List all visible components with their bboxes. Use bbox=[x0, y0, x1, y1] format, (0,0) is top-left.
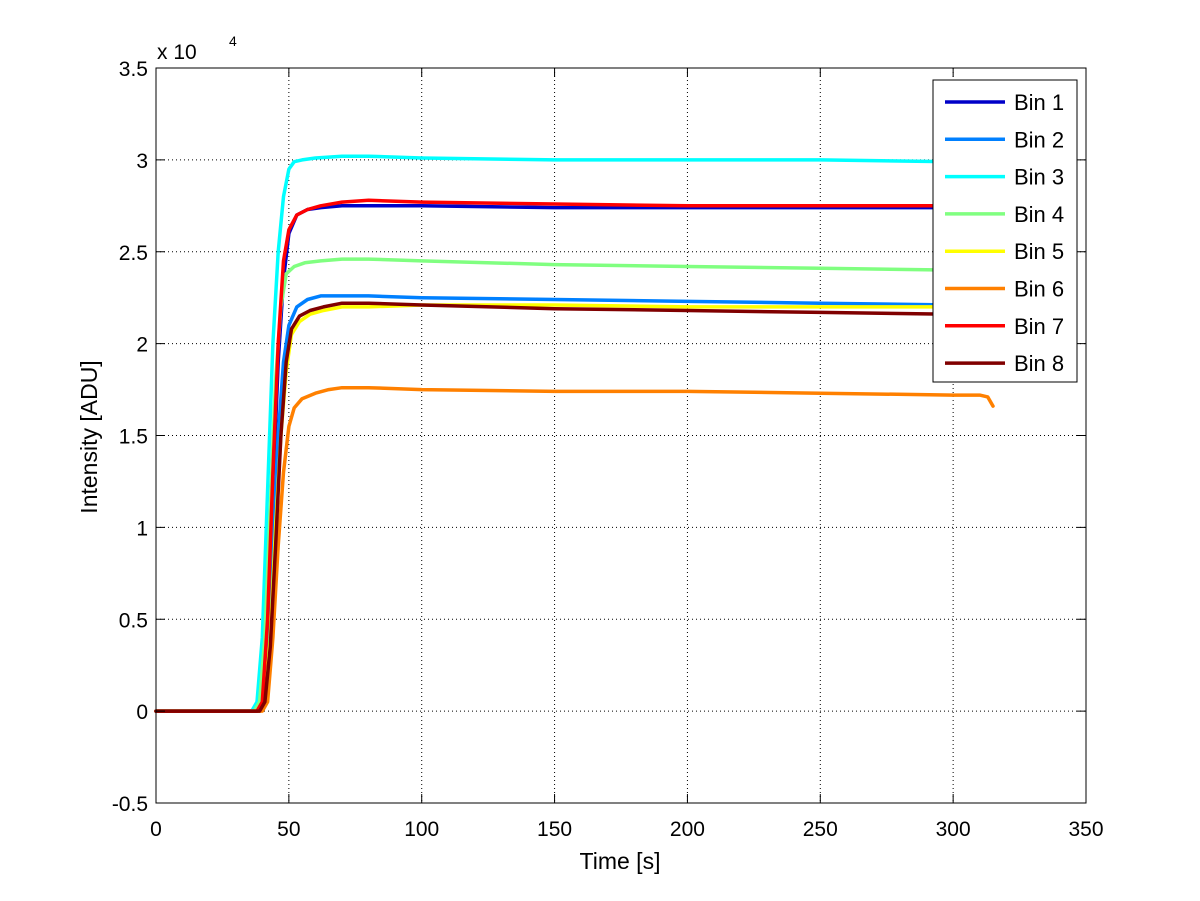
y-tick-label: 2 bbox=[136, 334, 148, 357]
series-layer bbox=[154, 154, 995, 713]
x-tick-label: 0 bbox=[150, 818, 162, 841]
x-tick-label: 300 bbox=[936, 818, 971, 841]
y-tick-label: 1 bbox=[136, 517, 148, 540]
x-tick-label: 150 bbox=[537, 818, 572, 841]
y-tick-labels: -0.5 0 0.5 1 1.5 2 2.5 3 3.5 bbox=[112, 58, 148, 816]
y-tick-label: 0.5 bbox=[119, 609, 148, 632]
axis-ticks bbox=[155, 67, 1087, 804]
x-tick-label: 100 bbox=[404, 818, 439, 841]
legend-label-bin-4: Bin 4 bbox=[1014, 202, 1064, 227]
y-exponent-power: 4 bbox=[229, 33, 237, 49]
y-tick-label: -0.5 bbox=[112, 793, 148, 816]
legend-label-bin-1: Bin 1 bbox=[1014, 90, 1064, 115]
x-tick-label: 250 bbox=[803, 818, 838, 841]
legend-label-bin-5: Bin 5 bbox=[1014, 239, 1064, 264]
series-line-bin-7 bbox=[154, 198, 995, 713]
y-axis-title: Intensity [ADU] bbox=[76, 360, 102, 513]
series-line-bin-8 bbox=[154, 301, 995, 713]
legend: Bin 1 Bin 2 Bin 3 Bin 4 Bin 5 Bin 6 Bin 7 Bin 8 bbox=[932, 79, 1078, 383]
legend-label-bin-2: Bin 2 bbox=[1014, 127, 1064, 152]
y-tick-label: 0 bbox=[136, 701, 148, 724]
y-tick-label: 3.5 bbox=[119, 58, 148, 81]
legend-label-bin-7: Bin 7 bbox=[1014, 314, 1064, 339]
series-line-bin-3 bbox=[154, 154, 995, 713]
x-tick-label: 350 bbox=[1068, 818, 1103, 841]
x-tick-label: 50 bbox=[277, 818, 300, 841]
legend-box bbox=[932, 79, 1078, 383]
x-tick-labels: 0 50 100 150 200 250 300 350 bbox=[150, 818, 1103, 841]
legend-label-bin-8: Bin 8 bbox=[1014, 351, 1064, 376]
series-line-bin-6 bbox=[154, 385, 995, 713]
legend-label-bin-6: Bin 6 bbox=[1014, 277, 1064, 302]
x-tick-label: 200 bbox=[670, 818, 705, 841]
y-tick-label: 2.5 bbox=[119, 242, 148, 265]
y-exponent-base: x 10 bbox=[157, 41, 197, 64]
y-tick-label: 1.5 bbox=[119, 426, 148, 449]
x-axis-title: Time [s] bbox=[580, 848, 661, 874]
y-tick-label: 3 bbox=[136, 150, 148, 173]
legend-label-bin-3: Bin 3 bbox=[1014, 165, 1064, 190]
